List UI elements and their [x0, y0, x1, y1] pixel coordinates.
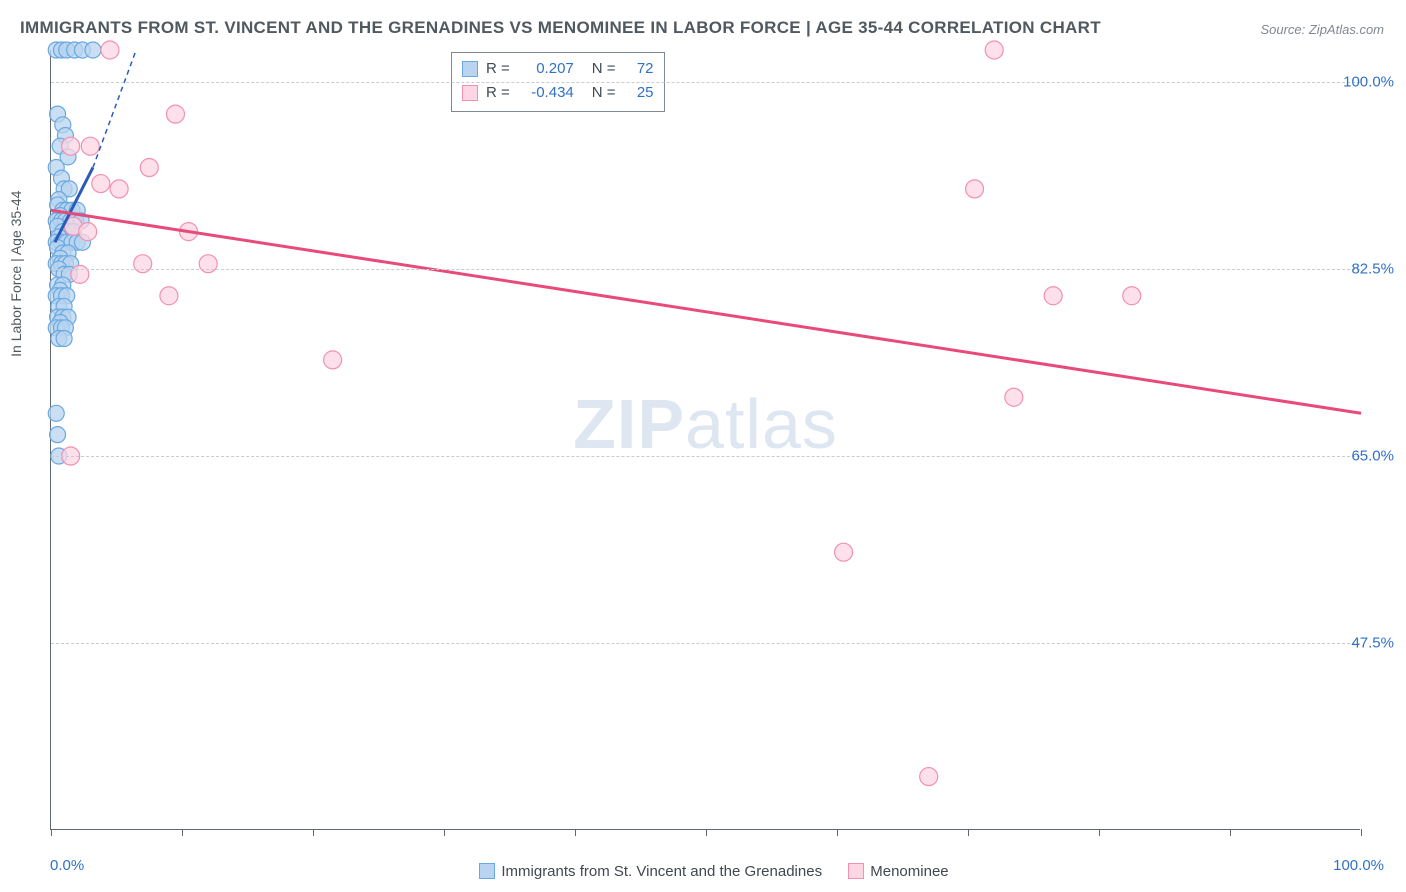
data-point: [92, 175, 110, 193]
x-tick: [1099, 829, 1100, 836]
x-tick: [51, 829, 52, 836]
data-point: [50, 427, 66, 443]
chart-title: IMMIGRANTS FROM ST. VINCENT AND THE GREN…: [20, 18, 1101, 38]
data-point: [1044, 287, 1062, 305]
gridline-h: [51, 82, 1360, 83]
data-point: [835, 543, 853, 561]
x-tick: [837, 829, 838, 836]
chart-container: IMMIGRANTS FROM ST. VINCENT AND THE GREN…: [0, 0, 1406, 892]
x-tick: [1230, 829, 1231, 836]
data-point: [48, 405, 64, 421]
x-tick: [444, 829, 445, 836]
legend-label-a: Immigrants from St. Vincent and the Gren…: [501, 863, 822, 880]
x-tick: [182, 829, 183, 836]
stats-row-series-b: R = -0.434 N = 25: [462, 81, 654, 105]
y-tick-label: 47.5%: [1351, 635, 1394, 652]
gridline-h: [51, 269, 1360, 270]
legend-label-b: Menominee: [870, 863, 948, 880]
r-value-a: 0.207: [518, 57, 574, 81]
data-point: [324, 351, 342, 369]
trend-line-extrapolated: [93, 50, 136, 168]
data-point: [101, 41, 119, 59]
plot-area: ZIPatlas R = 0.207 N = 72 R = -0.434 N =…: [50, 50, 1360, 830]
swatch-series-a: [462, 61, 478, 77]
y-tick-label: 82.5%: [1351, 261, 1394, 278]
x-tick: [706, 829, 707, 836]
data-point: [79, 223, 97, 241]
y-axis-title: In Labor Force | Age 35-44: [8, 191, 24, 357]
data-point: [110, 180, 128, 198]
data-point: [160, 287, 178, 305]
data-point: [62, 137, 80, 155]
swatch-series-b: [462, 85, 478, 101]
x-tick: [968, 829, 969, 836]
x-tick: [1361, 829, 1362, 836]
x-tick: [313, 829, 314, 836]
data-point: [920, 768, 938, 786]
data-point: [85, 42, 101, 58]
data-point: [140, 159, 158, 177]
x-tick: [575, 829, 576, 836]
data-point: [966, 180, 984, 198]
trend-line: [51, 210, 1361, 413]
gridline-h: [51, 643, 1360, 644]
data-point: [166, 105, 184, 123]
legend-swatch-a: [479, 863, 495, 879]
y-tick-label: 100.0%: [1343, 74, 1394, 91]
r-value-b: -0.434: [518, 81, 574, 105]
stats-row-series-a: R = 0.207 N = 72: [462, 57, 654, 81]
data-point: [81, 137, 99, 155]
data-point: [1123, 287, 1141, 305]
legend-swatch-b: [848, 863, 864, 879]
plot-svg: [51, 50, 1360, 829]
data-point: [985, 41, 1003, 59]
n-value-b: 25: [624, 81, 654, 105]
source-label: Source: ZipAtlas.com: [1260, 22, 1384, 37]
data-point: [1005, 388, 1023, 406]
gridline-h: [51, 456, 1360, 457]
n-value-a: 72: [624, 57, 654, 81]
y-tick-label: 65.0%: [1351, 448, 1394, 465]
bottom-legend: Immigrants from St. Vincent and the Gren…: [0, 863, 1406, 880]
data-point: [56, 330, 72, 346]
